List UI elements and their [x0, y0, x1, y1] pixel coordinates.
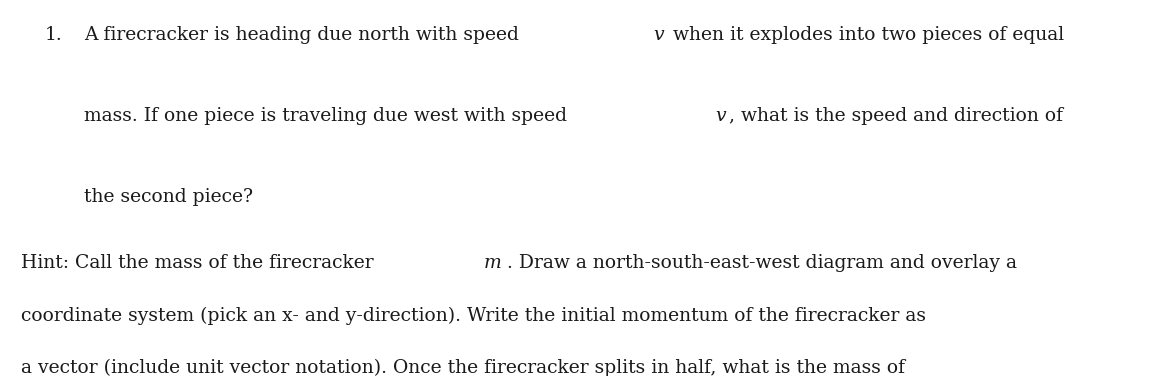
Text: , what is the speed and direction of: , what is the speed and direction of — [729, 107, 1063, 125]
Text: v: v — [715, 107, 725, 125]
Text: v: v — [653, 26, 663, 44]
Text: A firecracker is heading due north with speed: A firecracker is heading due north with … — [84, 26, 524, 44]
Text: mass. If one piece is traveling due west with speed: mass. If one piece is traveling due west… — [84, 107, 573, 125]
Text: Hint: Call the mass of the firecracker: Hint: Call the mass of the firecracker — [21, 254, 380, 272]
Text: the second piece?: the second piece? — [84, 188, 253, 206]
Text: when it explodes into two pieces of equal: when it explodes into two pieces of equa… — [667, 26, 1064, 44]
Text: coordinate system (pick an x- and y-direction). Write the initial momentum of th: coordinate system (pick an x- and y-dire… — [21, 306, 926, 325]
Text: 1.: 1. — [44, 26, 62, 44]
Text: . Draw a north-south-east-west diagram and overlay a: . Draw a north-south-east-west diagram a… — [507, 254, 1016, 272]
Text: m: m — [484, 254, 501, 272]
Text: a vector (include unit vector notation). Once the firecracker splits in half, wh: a vector (include unit vector notation).… — [21, 359, 905, 376]
